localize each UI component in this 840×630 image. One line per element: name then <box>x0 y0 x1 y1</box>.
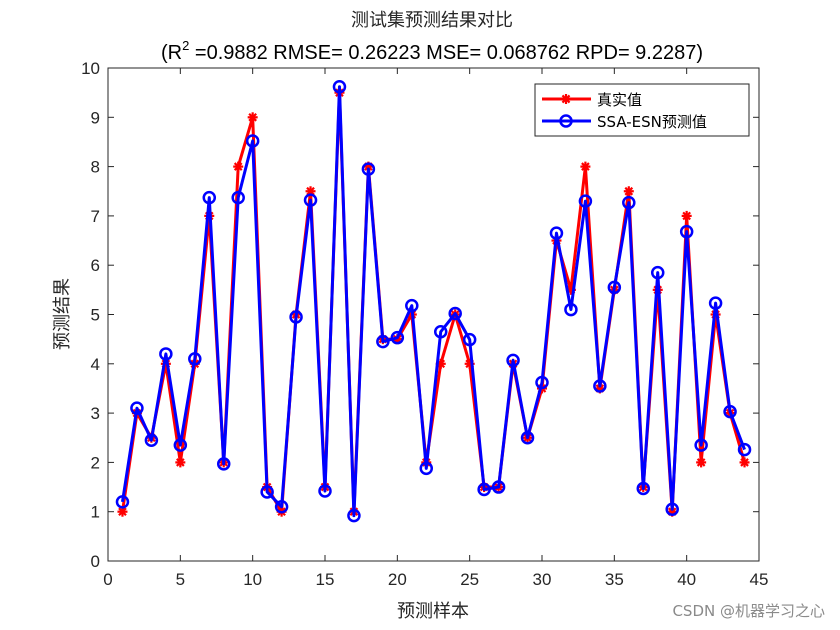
data-point <box>175 457 186 468</box>
data-point <box>247 112 258 123</box>
data-point <box>274 500 289 514</box>
data-point <box>216 457 231 471</box>
data-point <box>679 224 694 239</box>
data-point <box>448 306 462 321</box>
data-point <box>173 438 188 452</box>
data-point <box>419 461 434 476</box>
x-tick-label: 20 <box>388 570 407 589</box>
data-point <box>739 457 750 468</box>
legend-label-true: 真实值 <box>597 91 642 109</box>
data-point <box>188 352 202 366</box>
subtitle-superscript: 2 <box>182 38 189 53</box>
data-point <box>520 431 535 445</box>
x-tick-label: 35 <box>605 570 624 589</box>
data-point <box>491 480 506 494</box>
data-point <box>303 193 318 207</box>
subtitle-prefix: (R <box>161 42 182 64</box>
data-point <box>708 296 723 310</box>
data-point <box>289 310 303 324</box>
series-layer <box>115 79 752 523</box>
data-point <box>390 330 405 345</box>
data-point <box>549 226 564 240</box>
data-point <box>332 79 347 94</box>
data-point <box>564 302 578 317</box>
data-point <box>318 484 332 498</box>
legend: 真实值 SSA-ESN预测值 <box>534 83 750 137</box>
y-tick-label: 3 <box>91 404 100 423</box>
data-point <box>578 194 593 208</box>
y-tick-label: 8 <box>91 158 100 177</box>
data-point <box>623 186 634 197</box>
y-tick-label: 9 <box>91 108 100 127</box>
x-tick-label: 30 <box>533 570 552 589</box>
data-point <box>462 332 477 347</box>
data-point <box>694 438 708 452</box>
data-point <box>376 334 390 349</box>
data-point <box>144 433 159 447</box>
data-point <box>622 195 636 210</box>
data-point <box>681 210 692 221</box>
data-point <box>607 280 622 295</box>
data-point <box>665 502 679 516</box>
y-tick-label: 0 <box>91 552 100 571</box>
y-tick-label: 4 <box>91 355 100 374</box>
data-point <box>593 379 607 393</box>
legend-marker-true <box>561 94 571 104</box>
data-point <box>737 442 752 457</box>
data-point <box>347 508 361 523</box>
x-tick-label: 15 <box>316 570 335 589</box>
data-point <box>260 485 274 499</box>
data-point <box>202 190 217 205</box>
series-1 <box>115 79 752 523</box>
x-tick-label: 10 <box>243 570 262 589</box>
y-tick-label: 6 <box>91 256 100 275</box>
x-tick-label: 40 <box>677 570 696 589</box>
watermark: CSDN @机器学习之心 <box>672 602 825 620</box>
data-point <box>115 495 130 509</box>
y-tick-label: 1 <box>91 503 100 522</box>
data-point <box>696 457 707 468</box>
data-point <box>506 353 520 368</box>
legend-label-pred: SSA-ESN预测值 <box>597 113 707 131</box>
legend-box <box>534 83 750 137</box>
subtitle-metrics: =0.9882 RMSE= 0.26223 MSE= 0.068762 RPD=… <box>189 42 703 64</box>
x-tick-label: 0 <box>103 570 112 589</box>
y-tick-label: 2 <box>91 453 100 472</box>
data-point <box>233 161 244 172</box>
data-point <box>361 162 376 176</box>
y-tick-label: 7 <box>91 207 100 226</box>
legend-marker-pred <box>559 114 573 128</box>
data-point <box>650 265 665 280</box>
data-point <box>245 134 260 148</box>
y-tick-label: 5 <box>91 306 100 325</box>
data-point <box>580 161 591 172</box>
x-axis-label: 预测样本 <box>397 601 469 622</box>
chart-title: 测试集预测结果对比 <box>351 10 513 31</box>
data-point <box>130 401 144 415</box>
data-point <box>433 325 448 339</box>
data-point <box>405 298 419 313</box>
data-point <box>159 347 173 361</box>
y-axis-label: 预测结果 <box>52 278 73 350</box>
x-tick-label: 45 <box>750 570 769 589</box>
data-point <box>535 375 549 390</box>
data-point <box>231 190 245 205</box>
data-point <box>723 404 737 419</box>
series-line-1 <box>120 85 746 518</box>
x-tick-label: 5 <box>176 570 185 589</box>
data-point <box>477 482 491 497</box>
chart-subtitle: (R2 =0.9882 RMSE= 0.26223 MSE= 0.068762 … <box>161 38 703 64</box>
x-tick-label: 25 <box>460 570 479 589</box>
data-point <box>636 481 651 496</box>
y-tick-label: 10 <box>81 59 100 78</box>
